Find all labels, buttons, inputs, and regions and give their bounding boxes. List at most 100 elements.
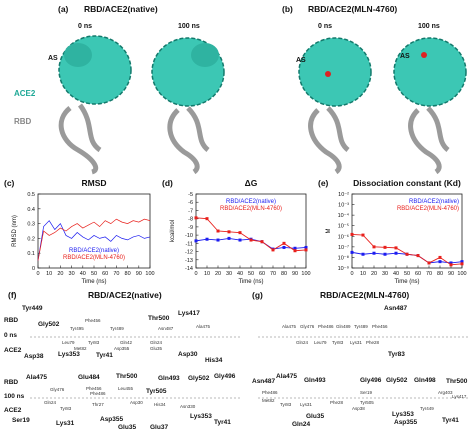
series-marker — [205, 217, 209, 221]
row-label: 0 ns — [4, 332, 17, 339]
minor-residue: Tyr83 — [332, 340, 344, 345]
site-label: AS — [400, 53, 410, 60]
site-label: AS — [48, 55, 58, 62]
x-tick-label: 80 — [125, 271, 131, 277]
y-tick-label: 0.4 — [27, 207, 35, 213]
rbd-ribbon — [167, 106, 210, 175]
x-axis-label: Time (ns) — [238, 279, 263, 285]
residue-label: Ser19 — [12, 417, 30, 424]
x-tick-label: 90 — [292, 271, 298, 277]
series-marker — [194, 216, 198, 220]
minor-residue: Asp355 — [114, 346, 130, 351]
x-tick-label: 60 — [415, 271, 421, 277]
residue-label: Ala475 — [276, 373, 297, 380]
residue-label: Tyr41 — [96, 352, 113, 359]
series-line — [37, 220, 151, 261]
minor-residue: Asp30 — [130, 400, 143, 405]
time-label: 100 ns — [178, 23, 200, 30]
y-axis-label: kcal/mol — [170, 220, 176, 242]
minor-residue: Gln24 — [296, 340, 309, 345]
x-tick-label: 0 — [350, 271, 353, 277]
x-tick-label: 50 — [248, 271, 254, 277]
series-line — [351, 233, 463, 266]
residue-label: Tyr41 — [214, 419, 231, 426]
ace2-label: ACE2 — [14, 89, 36, 98]
residue-label: Tyr449 — [22, 305, 43, 312]
series-marker — [227, 230, 231, 234]
series-marker — [238, 238, 242, 242]
x-tick-label: 30 — [69, 271, 75, 277]
minor-residue: Asn330 — [180, 404, 196, 409]
series-marker — [449, 263, 453, 267]
y-tick-label: 10⁻² — [338, 192, 349, 198]
series-marker — [383, 245, 387, 249]
protein-structure — [58, 35, 225, 175]
x-tick-label: 80 — [437, 271, 443, 277]
x-tick-label: 50 — [404, 271, 410, 277]
minor-residue: Glu35 — [150, 346, 163, 351]
minor-residue: Tyr449 — [420, 406, 434, 411]
residue-label: Gly502 — [386, 377, 408, 384]
row-label: RBD — [4, 379, 18, 386]
residue-label: Asn487 — [384, 305, 408, 312]
series-marker — [372, 245, 376, 249]
x-tick-label: 40 — [80, 271, 86, 277]
time-label: 0 ns — [318, 23, 332, 30]
series-marker — [260, 240, 264, 244]
minor-residue: Gly476 — [300, 324, 315, 329]
residue-label: Glu35 — [118, 424, 136, 431]
x-tick-label: 90 — [136, 271, 142, 277]
minor-residue: Lys31 — [300, 402, 312, 407]
minor-residue: Leu79 — [314, 340, 327, 345]
residue-label: Asp355 — [394, 419, 418, 426]
y-tick-label: 0.3 — [27, 222, 35, 228]
panel-label: (f) — [8, 290, 17, 300]
y-axis-label: M — [326, 229, 332, 234]
x-tick-label: 0 — [36, 271, 39, 277]
residue-label: Gly496 — [360, 377, 382, 384]
minor-residue: Tyr83 — [280, 402, 292, 407]
minor-residue: Tyr489 — [110, 326, 124, 331]
y-tick-label: -6 — [188, 200, 193, 206]
y-tick-label: 0.1 — [27, 251, 35, 257]
series-marker — [304, 245, 308, 249]
x-tick-label: 70 — [270, 271, 276, 277]
y-tick-label: -14 — [185, 266, 193, 272]
residue-label: Lys353 — [58, 351, 80, 358]
residue-label: Lys353 — [392, 411, 414, 418]
residue-label: Gln24 — [292, 421, 310, 428]
x-tick-label: 50 — [91, 271, 97, 277]
series-marker — [361, 233, 365, 237]
rbd-ribbon — [408, 106, 450, 175]
x-tick-label: 40 — [393, 271, 399, 277]
minor-residue: Phe486 — [318, 324, 334, 329]
x-tick-label: 70 — [426, 271, 432, 277]
residue-label: Gly496 — [214, 373, 236, 380]
series-marker — [460, 260, 464, 264]
minor-residue: Ser19 — [360, 390, 373, 395]
residue-label: Gly502 — [38, 321, 60, 328]
legend-entry: RBD/ACE2(MLN-4760) — [63, 255, 125, 261]
series-marker — [361, 252, 365, 256]
y-tick-label: 10⁻⁶ — [338, 233, 349, 240]
minor-residue: Phe456 — [86, 386, 102, 391]
ace2-ribbon — [393, 37, 467, 107]
minor-residue: Phe456 — [85, 318, 101, 323]
y-axis-label: RMSD (nm) — [12, 215, 18, 247]
panel-title: RBD/ACE2(native) — [88, 290, 162, 300]
y-tick-label: 10⁻⁵ — [338, 223, 349, 230]
minor-residue: Phe28 — [366, 340, 380, 345]
residue-label: Asp30 — [178, 351, 198, 358]
x-tick-label: 60 — [259, 271, 265, 277]
site-label: AS — [296, 57, 306, 64]
y-tick-label: 10⁻⁴ — [338, 212, 350, 219]
ace2-ribbon — [64, 43, 92, 67]
time-label: 0 ns — [78, 23, 92, 30]
minor-residue: Phe456 — [372, 324, 388, 329]
residue-label: Gln498 — [414, 377, 436, 384]
x-tick-label: 100 — [301, 271, 310, 277]
legend-entry: RBD/ACE2(MLN-4760) — [220, 206, 282, 212]
minor-residue: Met82 — [74, 346, 87, 351]
